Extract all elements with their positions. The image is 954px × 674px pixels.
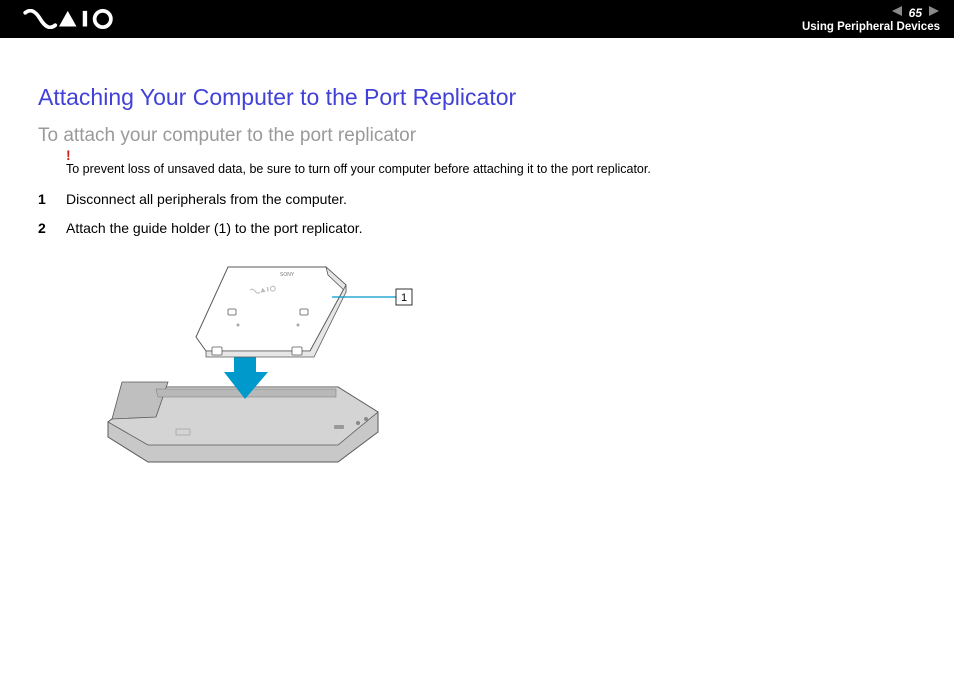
page-subtitle: To attach your computer to the port repl… <box>38 125 916 147</box>
page-number: 65 <box>907 6 924 20</box>
step-text: Attach the guide holder (1) to the port … <box>66 218 916 239</box>
page-content: Attaching Your Computer to the Port Repl… <box>0 38 954 502</box>
brand-text: SONY <box>280 272 295 278</box>
step-number: 2 <box>38 218 66 239</box>
next-page-arrow[interactable] <box>928 6 940 19</box>
section-name: Using Peripheral Devices <box>802 21 940 33</box>
page-title: Attaching Your Computer to the Port Repl… <box>38 84 916 111</box>
header-right: 65 Using Peripheral Devices <box>802 6 940 33</box>
step-1: 1 Disconnect all peripherals from the co… <box>38 189 916 210</box>
vaio-logo <box>14 0 134 38</box>
prev-page-arrow[interactable] <box>891 6 903 19</box>
callout-label: 1 <box>401 292 407 304</box>
page-nav: 65 <box>891 6 940 20</box>
figure-port-replicator: SONY 1 <box>78 247 916 482</box>
step-2: 2 Attach the guide holder (1) to the por… <box>38 218 916 239</box>
step-text: Disconnect all peripherals from the comp… <box>66 189 916 210</box>
guide-holder: SONY <box>196 267 346 357</box>
header-bar: 65 Using Peripheral Devices <box>0 0 954 38</box>
warning-text: To prevent loss of unsaved data, be sure… <box>66 161 916 177</box>
warning-icon: ! <box>66 147 71 163</box>
warning-note: ! To prevent loss of unsaved data, be su… <box>66 161 916 177</box>
step-number: 1 <box>38 189 66 210</box>
